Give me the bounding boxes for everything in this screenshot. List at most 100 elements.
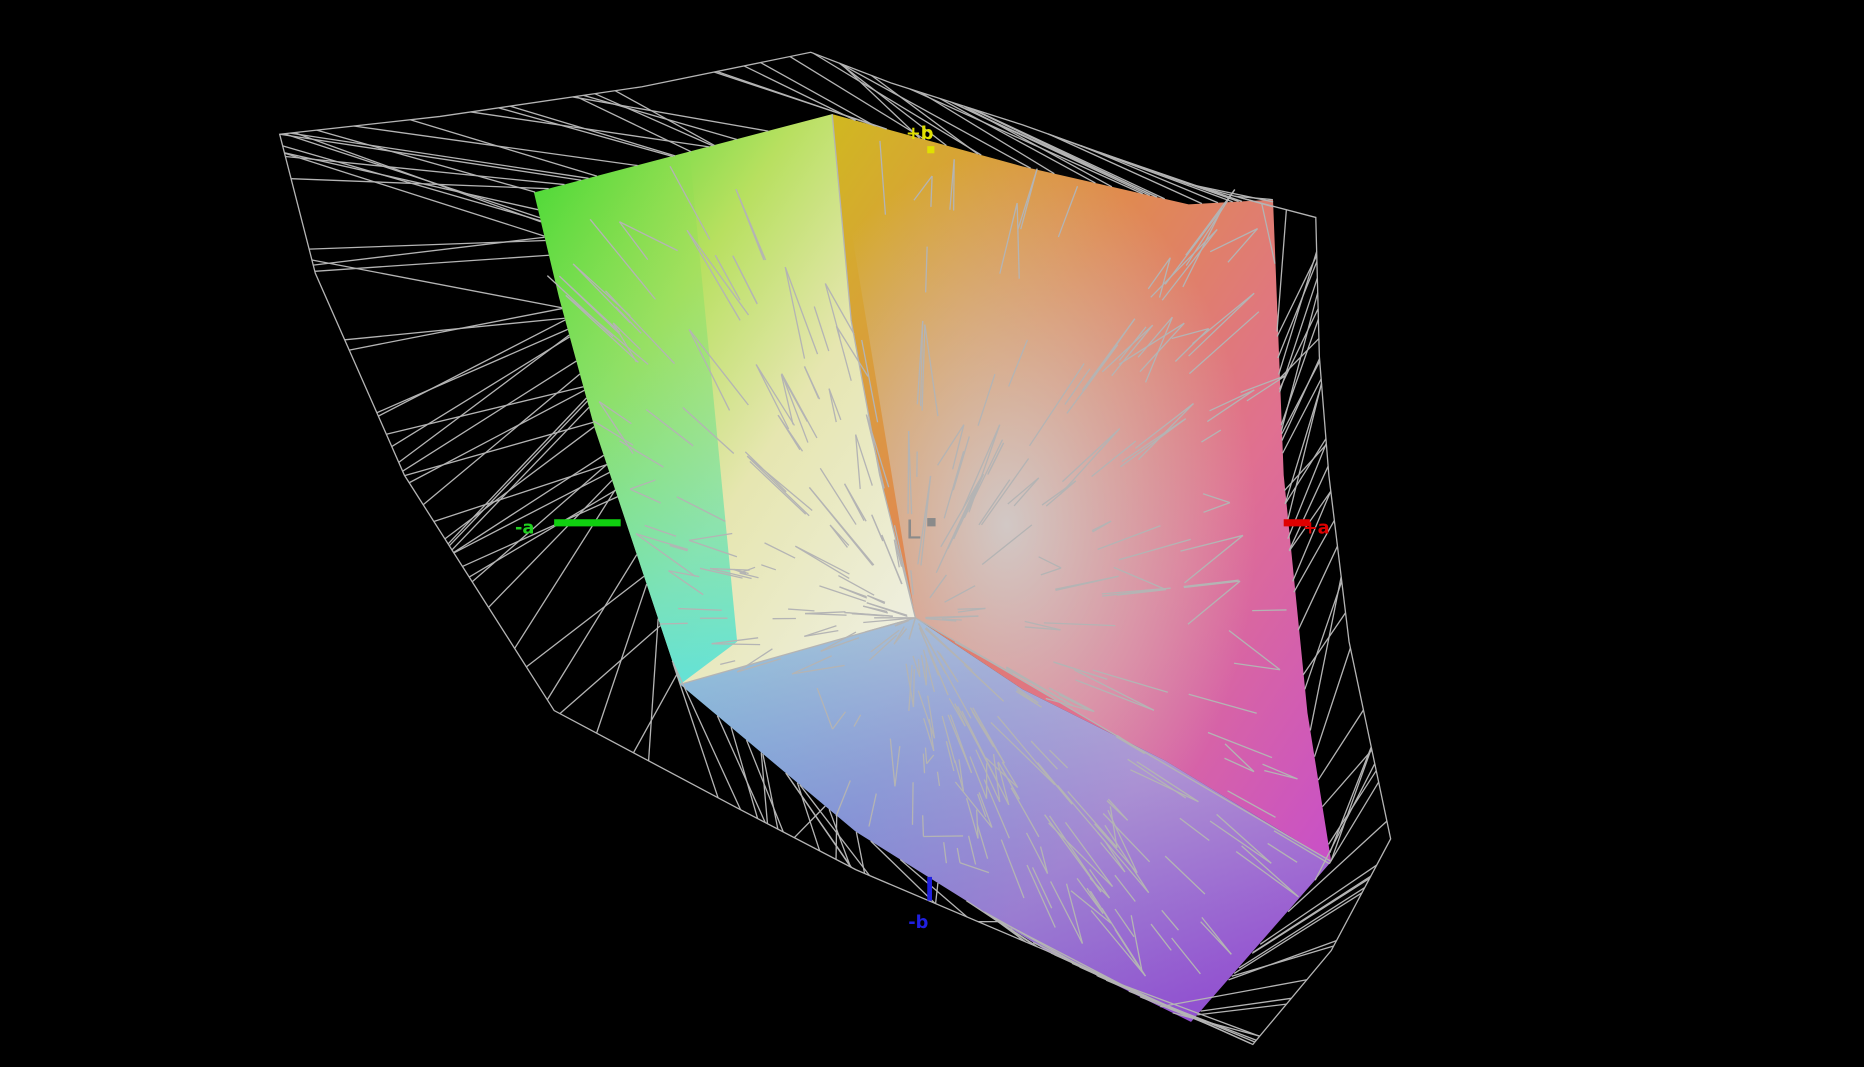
wireframe-edge — [1197, 1003, 1287, 1016]
wireframe-edge — [868, 793, 877, 827]
wireframe-edge — [1103, 839, 1126, 873]
wireframe-edge — [1224, 743, 1255, 773]
wireframe-edge — [1313, 647, 1352, 757]
wireframe-edge — [944, 585, 976, 603]
wireframe-edge — [1259, 864, 1378, 945]
wireframe-edge — [894, 746, 901, 787]
wireframe-edge — [813, 52, 982, 156]
wireframe-edge — [922, 649, 935, 693]
wireframe-edge — [1015, 690, 1042, 708]
wireframe-edge — [736, 648, 773, 673]
wireframe-edge — [635, 533, 689, 551]
wireframe-edge — [937, 658, 972, 719]
wireframe-edge — [893, 626, 905, 645]
wireframe-edge — [918, 627, 949, 696]
wireframe-edge — [987, 442, 1005, 475]
wireframe-edge — [969, 756, 988, 799]
wireframe-edge — [1187, 580, 1241, 625]
wireframe-edge — [851, 613, 885, 617]
wireframe-edge — [1330, 747, 1373, 861]
wireframe-edge — [1100, 841, 1126, 873]
plus-b-label: +b — [906, 123, 934, 144]
wireframe-edge — [795, 545, 850, 579]
wireframe-edge — [1147, 257, 1171, 290]
wireframe-edge — [1292, 490, 1332, 582]
wireframe-edge — [956, 847, 961, 863]
wireframe-edge — [688, 532, 733, 542]
wireframe-edge — [925, 246, 928, 293]
wireframe-edge — [985, 757, 1019, 789]
wireframe-edge — [917, 659, 921, 677]
wireframe-edge — [1139, 996, 1213, 1027]
wireframe-edge — [453, 454, 605, 554]
wireframe-edge — [688, 329, 749, 406]
wireframe-edge — [678, 607, 722, 611]
wireframe-edge — [945, 741, 955, 772]
wireframe-edge — [978, 479, 1011, 526]
wireframe-edge — [909, 88, 1143, 195]
wireframe-edge — [839, 62, 947, 146]
wireframe-edge — [1188, 693, 1257, 714]
wireframe-edge — [598, 401, 634, 455]
wireframe-edge — [316, 129, 536, 193]
wireframe-edge — [1161, 229, 1218, 301]
wireframe-edge — [925, 615, 979, 620]
wireframe-edge — [788, 608, 815, 612]
wireframe-edge — [791, 664, 845, 675]
wireframe-edge — [870, 840, 936, 904]
wireframe-edge — [934, 882, 939, 904]
wireframe-edge — [936, 771, 941, 787]
wireframe-edge — [1061, 428, 1121, 483]
wireframe-edge — [1080, 145, 1219, 204]
wireframe-edge — [760, 752, 769, 824]
wireframe-edge — [1280, 292, 1319, 431]
wireframe-edge — [867, 594, 886, 603]
wireframe-edge — [813, 306, 830, 352]
wireframe-edge — [828, 388, 842, 421]
wireframe-edge — [879, 140, 887, 215]
wireframe-edge — [1057, 185, 1079, 238]
wireframe-edge — [743, 65, 856, 122]
wireframe-edge — [952, 159, 955, 211]
wireframe-edge — [789, 55, 926, 141]
wireframe-edge — [1130, 769, 1199, 803]
wireframe-edge — [780, 374, 794, 425]
wireframe-edge — [376, 328, 568, 414]
wireframe-edge — [716, 715, 766, 823]
L-label: L — [906, 515, 921, 545]
wireframe-edge — [1144, 316, 1173, 383]
wireframe-edge — [1006, 666, 1071, 706]
wireframe-edge — [908, 664, 913, 711]
wireframe-edge — [1282, 378, 1322, 454]
wireframe-edge — [1179, 817, 1210, 842]
wireframe-edge — [676, 496, 726, 523]
wireframe-edge — [905, 663, 915, 708]
wireframe-edge — [835, 325, 869, 377]
wireframe-edge — [912, 655, 921, 677]
wireframe-edge — [1017, 168, 1038, 230]
wireframe-edge — [1267, 842, 1298, 863]
wireframe-edge — [514, 489, 616, 649]
L-axis-marker — [927, 518, 936, 527]
wireframe-edge — [1302, 612, 1347, 676]
wireframe-edge — [525, 575, 645, 668]
wireframe-edge — [546, 554, 638, 701]
wireframe-edge — [835, 815, 838, 860]
wireframe-edge — [1238, 887, 1366, 969]
wireframe-edge — [732, 255, 758, 304]
wireframe-edge — [972, 108, 1166, 200]
wireframe-edge — [1136, 761, 1199, 803]
wireframe-edge — [1228, 939, 1337, 981]
wireframe-edge — [1182, 208, 1223, 288]
wireframe-edge — [686, 229, 741, 321]
wireframe-edge — [1053, 661, 1108, 680]
wireframe-edge — [448, 400, 588, 547]
wireframe-edge — [629, 479, 656, 490]
wireframe-edge — [1278, 277, 1318, 393]
wireframe-edge — [862, 605, 889, 614]
wireframe-edge — [612, 322, 641, 350]
wireframe-edge — [1090, 910, 1146, 977]
wireframe-edge — [1281, 358, 1321, 441]
